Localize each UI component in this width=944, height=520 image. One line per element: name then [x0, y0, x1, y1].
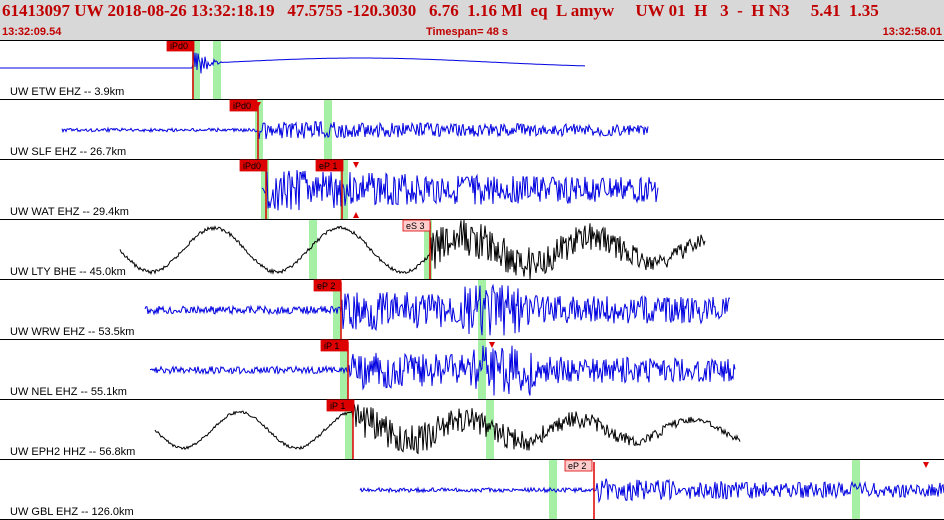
phase-window: [255, 100, 263, 160]
pick-label: eS 3: [406, 221, 425, 231]
trace-row[interactable]: eS 3 UW LTY BHE -- 45.0km: [0, 219, 944, 280]
pick-label: iPd0: [170, 41, 188, 51]
station-label: UW ETW EHZ -- 3.9km: [10, 86, 124, 98]
pick-label-box[interactable]: [564, 459, 593, 472]
phase-window: [192, 40, 200, 100]
pick-label-box[interactable]: [166, 40, 195, 52]
seismic-trace: [144, 283, 731, 336]
amplitude-marker-icon: [923, 462, 929, 468]
seismic-trace: [0, 52, 585, 74]
station-label: UW SLF EHZ -- 26.7km: [10, 146, 126, 158]
trace-row[interactable]: iPd0 UW ETW EHZ -- 3.9km: [0, 40, 944, 100]
amplitude-marker-icon: [353, 212, 359, 218]
phase-window: [486, 400, 494, 460]
amplitude-marker-icon: [353, 162, 359, 168]
phase-window: [213, 40, 221, 100]
seismic-trace: [154, 403, 741, 455]
phase-window: [478, 340, 486, 400]
station-label: UW LTY BHE -- 45.0km: [10, 266, 126, 278]
time-start: 13:32:09.54: [2, 26, 62, 38]
seismic-trace: [61, 120, 649, 140]
station-label: UW EPH2 HHZ -- 56.8km: [10, 446, 135, 458]
time-end: 13:32:58.01: [882, 26, 942, 38]
phase-window: [340, 340, 348, 400]
pick-label: eP 2: [317, 281, 335, 291]
trace-row[interactable]: iP 1 UW NEL EHZ -- 55.1km: [0, 339, 944, 400]
pick-label: eP 1: [319, 161, 337, 171]
pick-label-box[interactable]: [326, 399, 355, 412]
trace-row[interactable]: iPd0 eP 1 UW WAT EHZ -- 29.4km: [0, 159, 944, 220]
amplitude-marker-icon: [489, 342, 495, 348]
pick-label-box[interactable]: [315, 159, 344, 172]
trace-row[interactable]: iPd0 UW SLF EHZ -- 26.7km: [0, 99, 944, 160]
pick-label: iPd0: [243, 161, 261, 171]
seismic-trace: [359, 478, 944, 504]
station-label: UW NEL EHZ -- 55.1km: [10, 386, 127, 398]
timespan: Timespan= 48 s: [426, 26, 509, 38]
pick-label-box[interactable]: [313, 279, 342, 292]
trace-row[interactable]: eP 2 UW GBL EHZ -- 126.0km: [0, 459, 944, 520]
pick-label: iP 1: [324, 341, 339, 351]
pick-label: iP 1: [330, 401, 345, 411]
phase-window: [345, 400, 353, 460]
phase-window: [424, 220, 432, 280]
pick-label: eP 2: [568, 461, 586, 471]
station-label: UW WAT EHZ -- 29.4km: [10, 206, 129, 218]
seismic-trace: [149, 345, 736, 396]
phase-window: [309, 220, 317, 280]
trace-row[interactable]: eP 2 UW WRW EHZ -- 53.5km: [0, 279, 944, 340]
event-header: 61413097 UW 2018-08-26 13:32:18.19 47.57…: [0, 0, 944, 40]
phase-window: [478, 280, 486, 340]
station-label: UW WRW EHZ -- 53.5km: [10, 326, 134, 338]
phase-window: [261, 160, 269, 220]
amplitude-marker-icon: [255, 102, 261, 108]
seismic-trace: [261, 169, 659, 211]
seismic-trace: [119, 219, 706, 280]
phase-window: [324, 100, 332, 160]
phase-window: [333, 280, 341, 340]
seismogram-panel[interactable]: iPd0 UW ETW EHZ -- 3.9km iPd0 UW SLF EHZ --…: [0, 40, 944, 520]
event-title: 61413097 UW 2018-08-26 13:32:18.19 47.57…: [2, 1, 879, 20]
pick-label-box[interactable]: [402, 219, 431, 232]
pick-label-box[interactable]: [320, 339, 349, 352]
trace-row[interactable]: iP 1 UW EPH2 HHZ -- 56.8km: [0, 399, 944, 460]
pick-label-box[interactable]: [239, 159, 268, 172]
pick-label: iPd0: [233, 101, 251, 111]
station-label: UW GBL EHZ -- 126.0km: [10, 506, 134, 518]
phase-window: [852, 460, 860, 520]
